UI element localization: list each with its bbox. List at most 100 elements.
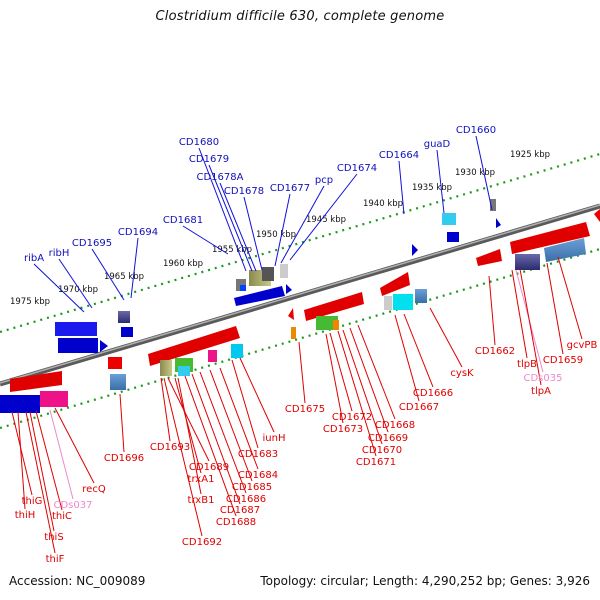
gene-label[interactable]: CD1680 <box>179 137 219 148</box>
leader-line <box>17 411 26 510</box>
leader-line <box>25 411 56 554</box>
gene-label[interactable]: CD1686 <box>226 494 266 505</box>
gene-label[interactable]: CD1689 <box>189 462 229 473</box>
gene-label[interactable]: trxB1 <box>188 495 215 506</box>
leader-line <box>119 393 125 453</box>
leader-line <box>475 135 493 211</box>
gene-label[interactable]: CD1660 <box>456 125 496 136</box>
gene-label[interactable]: CD1659 <box>543 355 583 366</box>
gene-block-rev-3 <box>288 272 427 339</box>
gene-label[interactable]: CD1674 <box>337 163 377 174</box>
gene-label[interactable]: ribA <box>24 253 44 264</box>
gene-block-rev-2 <box>148 326 243 376</box>
leader-line <box>160 377 171 442</box>
leader-line <box>29 411 55 532</box>
gene-label[interactable]: CD1688 <box>216 517 256 528</box>
tick-label: 1975 kbp <box>10 297 50 307</box>
leader-line <box>91 248 125 301</box>
gene-label[interactable]: CD1677 <box>270 183 310 194</box>
gene-label[interactable]: CD1673 <box>323 424 363 435</box>
gene-label[interactable]: CD1683 <box>238 449 278 460</box>
gene-label[interactable]: CDs035 <box>524 373 563 384</box>
leader-line <box>198 147 247 272</box>
gene-label[interactable]: CD1692 <box>182 537 222 548</box>
leader-line <box>243 196 263 271</box>
gene-label[interactable]: trxA1 <box>188 474 215 485</box>
gene-label[interactable]: thiF <box>46 554 65 565</box>
leader-line <box>519 268 542 386</box>
gene-label[interactable]: CD1696 <box>104 453 144 464</box>
leader-line <box>54 407 95 484</box>
gene-label[interactable]: cysK <box>450 368 474 379</box>
label-leaders <box>11 135 583 554</box>
leader-line <box>191 373 241 505</box>
gene-label[interactable]: CD1672 <box>332 412 372 423</box>
gene-label[interactable]: pcp <box>315 175 333 186</box>
tick-label: 1935 kbp <box>412 183 452 193</box>
gene-label[interactable]: iunH <box>263 433 286 444</box>
gene-label[interactable]: thiS <box>44 532 63 543</box>
leader-line <box>58 258 93 309</box>
tick-label: 1950 kbp <box>256 230 296 240</box>
leader-line <box>182 225 229 255</box>
forward-strand-features[interactable] <box>55 199 501 353</box>
gene-label[interactable]: CD1668 <box>375 420 415 431</box>
gene-label[interactable]: CD1678 <box>224 186 264 197</box>
gene-label[interactable]: CD1681 <box>163 215 203 226</box>
gene-label[interactable]: thiG <box>22 496 43 507</box>
gene-label[interactable]: CD1678A <box>197 172 244 183</box>
gene-label[interactable]: tlpB <box>517 359 537 370</box>
leader-line <box>274 193 291 267</box>
gene-label[interactable]: CD1695 <box>72 238 112 249</box>
topology-text: Topology: circular; Length: 4,290,252 bp… <box>260 574 590 588</box>
gene-label[interactable]: CD1666 <box>413 388 453 399</box>
leader-line <box>231 359 259 449</box>
leader-line <box>219 182 257 272</box>
leader-line <box>177 377 202 495</box>
leader-line <box>35 410 63 511</box>
gene-label[interactable]: CD1679 <box>189 154 229 165</box>
gene-label[interactable]: thiH <box>15 510 36 521</box>
gene-label[interactable]: CD1662 <box>475 346 515 357</box>
gene-label[interactable]: CD1671 <box>356 457 396 468</box>
genome-axis <box>0 203 600 387</box>
tick-label: 1930 kbp <box>455 168 495 178</box>
leader-line <box>289 173 358 261</box>
gene-label[interactable]: tlpA <box>531 386 551 397</box>
gene-label[interactable]: CD1675 <box>285 404 325 415</box>
gene-label[interactable]: CD1669 <box>368 433 408 444</box>
gene-label[interactable]: CD1664 <box>379 150 419 161</box>
reverse-strand-features[interactable] <box>0 209 600 413</box>
gene-label[interactable]: CD1667 <box>399 402 439 413</box>
tick-label: 1940 kbp <box>363 199 403 209</box>
leader-line <box>199 371 247 494</box>
leader-line <box>357 324 396 420</box>
tick-label: 1945 kbp <box>306 215 346 225</box>
leader-line <box>546 262 564 355</box>
leader-line <box>429 307 463 368</box>
gene-label[interactable]: thiC <box>52 511 72 522</box>
gene-label[interactable]: CD1685 <box>232 482 272 493</box>
leader-line <box>219 367 259 470</box>
leader-line <box>342 329 383 445</box>
leader-line <box>394 314 420 402</box>
tick-label: 1960 kbp <box>163 259 203 269</box>
gene-label[interactable]: recQ <box>82 484 106 495</box>
gene-label[interactable]: gcvPB <box>567 340 598 351</box>
gene-label[interactable]: CD1687 <box>220 505 260 516</box>
leader-line <box>349 327 389 433</box>
gene-label[interactable]: guaD <box>424 139 451 150</box>
gene-label[interactable]: CD1694 <box>118 227 158 238</box>
gene-label[interactable]: CD1684 <box>238 470 278 481</box>
gene-label[interactable]: CD1670 <box>362 445 402 456</box>
gene-label[interactable]: CDs037 <box>54 500 93 511</box>
gene-label[interactable]: CD1693 <box>150 442 190 453</box>
leader-line <box>239 357 275 433</box>
gene-label[interactable]: ribH <box>49 248 70 259</box>
leader-line <box>11 411 33 496</box>
leader-line <box>163 377 203 537</box>
tick-label: 1965 kbp <box>104 272 144 282</box>
tick-label: 1955 kbp <box>212 245 252 255</box>
